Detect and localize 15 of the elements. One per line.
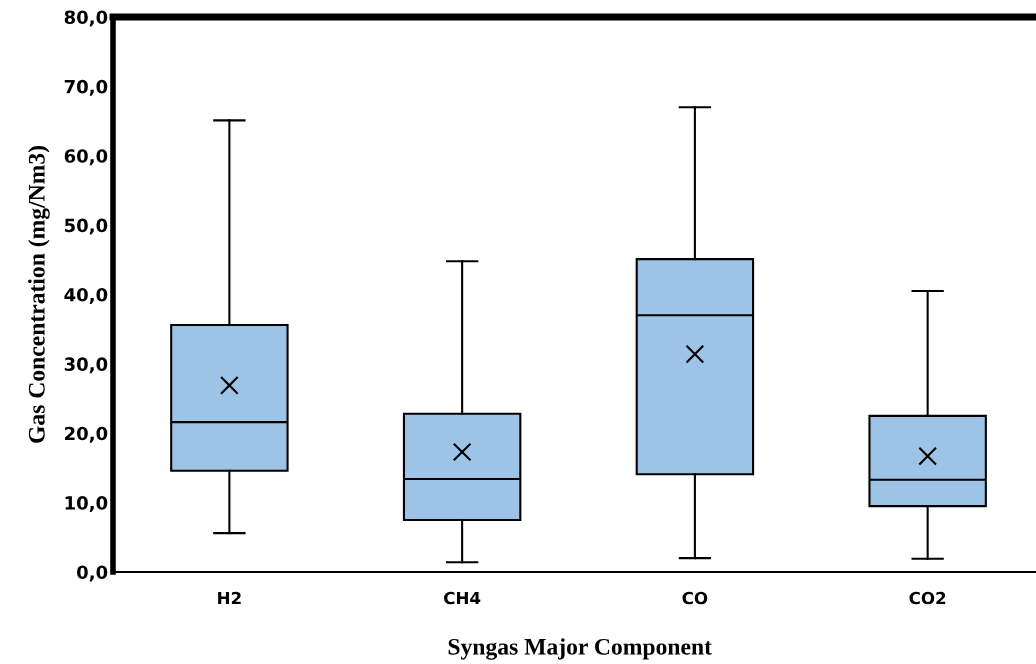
y-axis-title: Gas Concentration (mg/Nm3) (28, 146, 50, 443)
y-tick-label: 70,0 (64, 79, 108, 96)
x-axis-title: Syngas Major Component (448, 638, 712, 660)
y-tick-label: 50,0 (64, 218, 108, 235)
y-tick-label: 40,0 (64, 287, 108, 304)
x-tick-label: CO (682, 591, 708, 605)
x-tick-label: CO2 (909, 591, 946, 605)
y-tick-label: 20,0 (65, 426, 108, 443)
y-tick-label: 60,0 (64, 149, 108, 166)
x-tick-label: CH4 (444, 591, 481, 605)
y-tick-label: 30,0 (64, 357, 108, 374)
y-tick-label: 80,0 (64, 10, 108, 27)
y-tick-label: 10,0 (65, 496, 108, 513)
y-tick-label: 0,0 (77, 565, 108, 582)
x-tick-label: H2 (218, 591, 241, 605)
